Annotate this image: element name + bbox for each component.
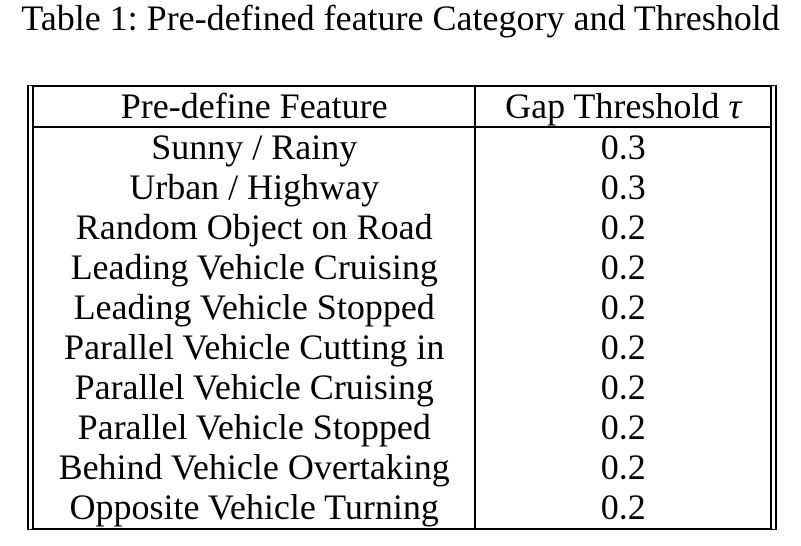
feature-cell: Opposite Vehicle Turning (34, 488, 477, 528)
table-row: Random Object on Road 0.2 (34, 208, 770, 248)
table-row: Sunny / Rainy 0.3 (34, 127, 770, 168)
feature-threshold-table: Pre-define Feature Gap Threshold τ Sunny… (34, 87, 770, 528)
feature-cell: Urban / Highway (34, 168, 477, 208)
header-threshold: Gap Threshold τ (475, 85, 770, 128)
tau-symbol: τ (728, 85, 742, 126)
table-row: Leading Vehicle Cruising 0.2 (34, 248, 770, 288)
threshold-cell: 0.2 (600, 367, 646, 408)
threshold-cell: 0.3 (600, 167, 646, 208)
table-row: Leading Vehicle Stopped 0.2 (34, 288, 770, 328)
header-row: Pre-define Feature Gap Threshold τ (34, 85, 770, 128)
threshold-cell: 0.2 (600, 447, 646, 488)
threshold-cell: 0.3 (600, 127, 646, 168)
header-feature: Pre-define Feature (34, 87, 477, 128)
table-row: Opposite Vehicle Turning 0.2 (34, 488, 770, 528)
threshold-cell: 0.2 (600, 207, 646, 248)
feature-cell: Behind Vehicle Overtaking (34, 448, 477, 488)
table-body: Sunny / Rainy 0.3 Urban / Highway 0.3 Ra… (34, 127, 770, 528)
feature-cell: Parallel Vehicle Stopped (34, 408, 477, 448)
feature-cell: Sunny / Rainy (34, 127, 477, 168)
table-row: Parallel Vehicle Cruising 0.2 (34, 368, 770, 408)
table-caption: Table 1: Pre-defined feature Category an… (21, 0, 780, 38)
threshold-cell: 0.2 (600, 327, 646, 368)
feature-cell: Parallel Vehicle Cutting in (34, 328, 477, 368)
table-row: Urban / Highway 0.3 (34, 168, 770, 208)
threshold-cell: 0.2 (600, 287, 646, 328)
threshold-cell: 0.2 (600, 247, 646, 288)
feature-cell: Leading Vehicle Stopped (34, 288, 477, 328)
feature-cell: Leading Vehicle Cruising (34, 248, 477, 288)
table-row: Parallel Vehicle Stopped 0.2 (34, 408, 770, 448)
table-container: Pre-define Feature Gap Threshold τ Sunny… (27, 85, 777, 530)
threshold-cell: 0.2 (600, 407, 646, 448)
table-row: Parallel Vehicle Cutting in 0.2 (34, 328, 770, 368)
threshold-cell: 0.2 (600, 487, 646, 528)
feature-cell: Random Object on Road (34, 208, 477, 248)
feature-cell: Parallel Vehicle Cruising (34, 368, 477, 408)
table-row: Behind Vehicle Overtaking 0.2 (34, 448, 770, 488)
header-threshold-label: Gap Threshold (505, 85, 720, 126)
table-header: Pre-define Feature Gap Threshold τ (34, 85, 770, 128)
